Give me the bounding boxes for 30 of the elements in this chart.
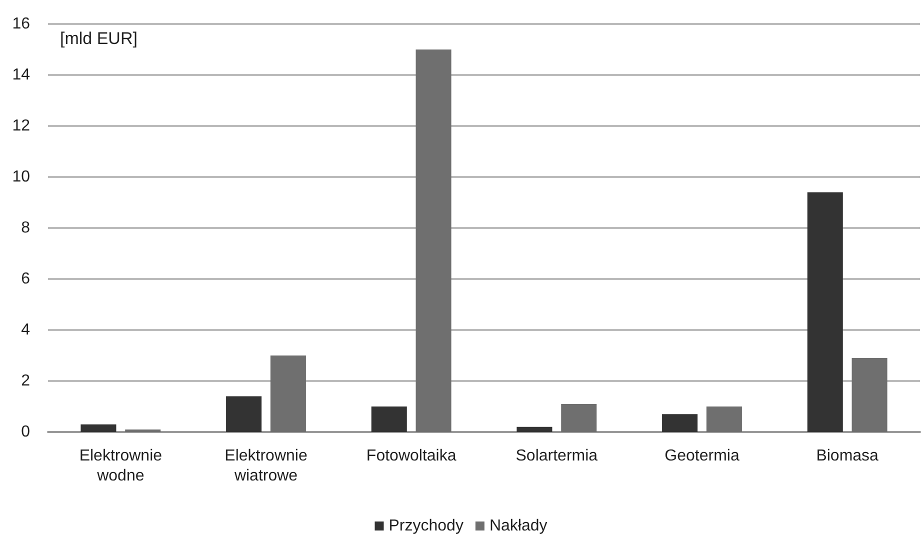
y-tick-label: 6 (21, 270, 30, 288)
bar (416, 50, 452, 432)
y-tick-label: 8 (21, 220, 30, 236)
bar (125, 429, 161, 432)
x-tick-label: Solartermia (516, 448, 598, 464)
y-tick-label: 2 (21, 372, 30, 390)
y-tick-label: 10 (12, 168, 30, 186)
x-tick-label: Fotowoltaika (366, 448, 456, 464)
y-axis-title: [mld EUR] (60, 29, 138, 48)
y-tick-label: 0 (21, 424, 30, 440)
bar (516, 426, 552, 432)
x-tick-label: Geotermia (664, 448, 740, 464)
y-tick-label: 16 (12, 16, 30, 32)
bar (270, 356, 306, 432)
bar (80, 424, 116, 432)
legend-label: Przychody (388, 518, 464, 534)
x-tick-label: Biomasa (816, 448, 879, 464)
x-tick-label: Elektrownie wodne (79, 448, 162, 484)
bar (706, 406, 742, 432)
x-tick-label: Elektrownie wiatrowe (224, 448, 308, 484)
bar (561, 404, 597, 432)
y-tick-label: 4 (21, 322, 30, 338)
bar (662, 414, 698, 432)
bar (226, 396, 262, 432)
y-tick-label: 14 (12, 66, 30, 84)
bar (852, 358, 888, 432)
y-tick-label: 12 (12, 118, 30, 134)
bar (371, 406, 407, 432)
bar (807, 192, 843, 432)
legend-label: Nakłady (489, 518, 548, 534)
